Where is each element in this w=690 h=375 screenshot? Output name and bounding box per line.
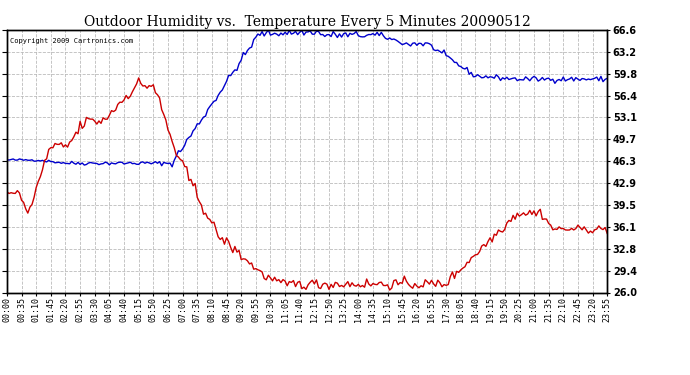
Text: Copyright 2009 Cartronics.com: Copyright 2009 Cartronics.com [10, 38, 133, 44]
Title: Outdoor Humidity vs.  Temperature Every 5 Minutes 20090512: Outdoor Humidity vs. Temperature Every 5… [83, 15, 531, 29]
